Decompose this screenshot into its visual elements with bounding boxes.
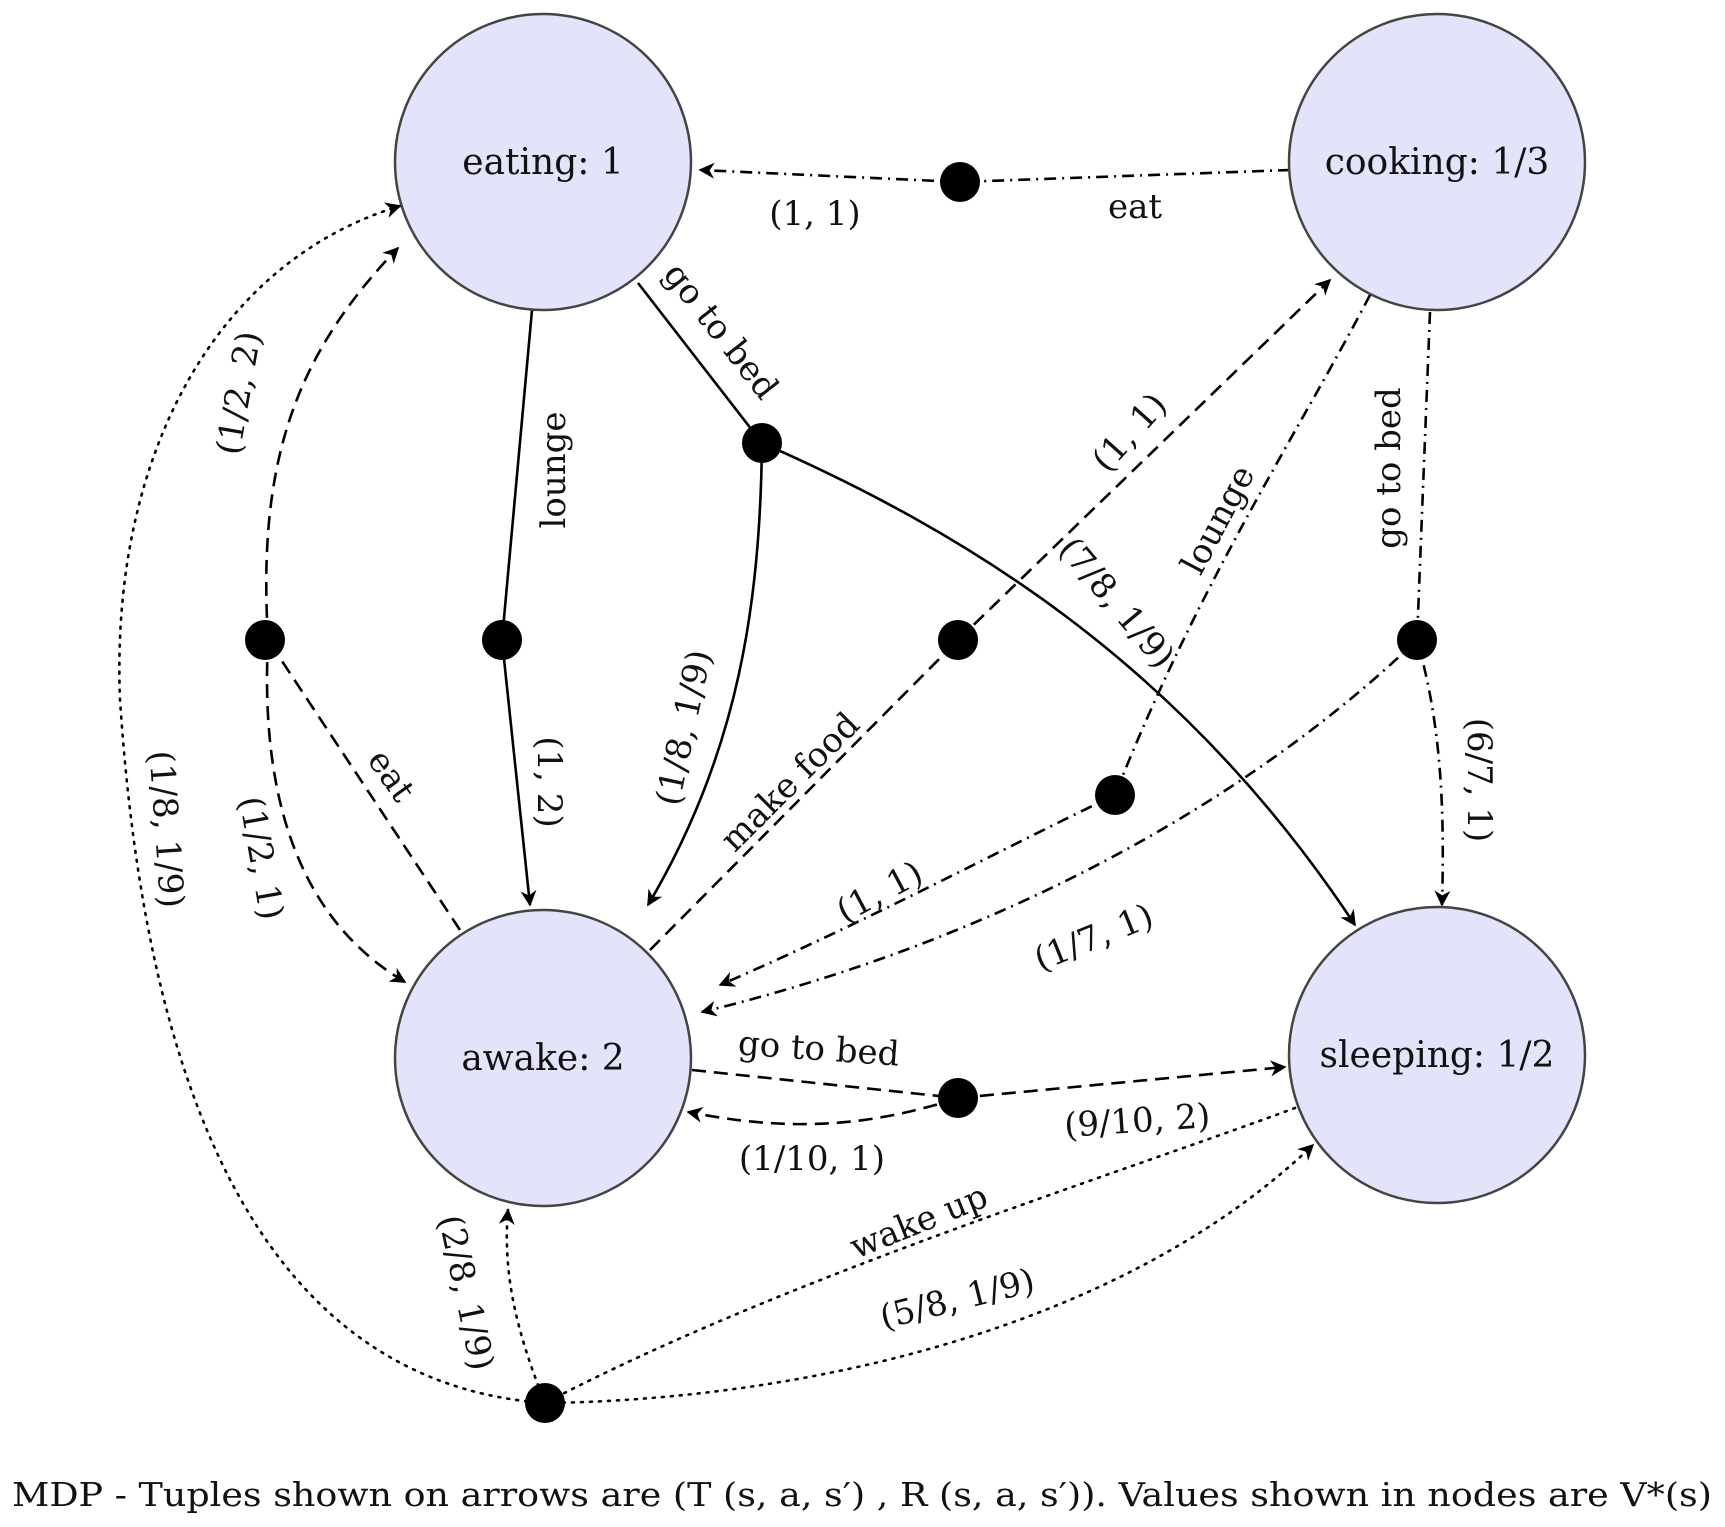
tuple-sleeping-wake-to-eating: (1/8, 1/9) [141,749,192,909]
tuple-cooking-eat-to-eating: (1, 1) [769,194,860,234]
tuple-awake-bed-to-sleeping: (9/10, 2) [1063,1096,1212,1146]
edge-awake-make-food [649,278,1332,951]
action-label-awake-make-food: make food [713,705,868,860]
edge-eating-lounge [500,309,537,907]
state-eating-label: eating: 1 [462,142,623,183]
tuple-sleeping-wake-to-sleeping: (5/8, 1/9) [876,1261,1039,1338]
action-label-eating-lounge: lounge [534,411,574,528]
state-cooking: cooking: 1/3 [1287,12,1587,312]
edge-cooking-go-to-bed [700,311,1451,1017]
action-dot-cooking-go-to-bed [1397,620,1437,660]
action-dot-sleeping-wake-up [525,1383,565,1423]
state-awake: awake: 2 [393,908,693,1208]
action-label-awake-go-to-bed: go to bed [737,1023,901,1074]
edge-eating-go-to-bed [636,282,1357,927]
action-dot-cooking-lounge [1095,775,1135,815]
tuple-eating-bed-to-awake: (1/8, 1/9) [648,646,720,808]
action-label-cooking-lounge: lounge [1173,459,1263,581]
tuple-eating-bed-to-sleeping: (7/8, 1/9) [1050,530,1182,676]
edge-cooking-eat [698,162,1291,184]
edge-awake-eat [265,246,462,984]
action-dot-eating-lounge [482,620,522,660]
tuple-awake-eat-to-eating: (1/2, 2) [209,328,270,458]
edge-sleeping-wake-up [118,202,1315,1405]
tuple-awake-eat-to-awake: (1/2, 1) [230,793,291,923]
edge-awake-go-to-bed [686,1060,1287,1126]
action-dot-awake-make-food [938,620,978,660]
action-dot-cooking-eat [940,162,980,202]
edge-cooking-lounge [718,294,1372,987]
action-label-cooking-go-to-bed: go to bed [1369,387,1409,549]
state-awake-label: awake: 2 [461,1038,624,1079]
action-label-cooking-eat: eat [1108,187,1162,227]
state-eating: eating: 1 [393,12,693,312]
state-sleeping-label: sleeping: 1/2 [1320,1035,1555,1076]
tuple-eating-lounge-to-awake: (1, 2) [529,736,569,827]
tuple-cooking-lounge-to-awake: (1, 1) [830,853,929,931]
tuple-sleeping-wake-to-awake: (2/8, 1/9) [430,1211,502,1373]
tuple-cooking-bed-to-awake: (1/7, 1) [1029,896,1159,980]
tuple-awake-bed-to-awake: (1/10, 1) [739,1139,885,1179]
action-dot-awake-go-to-bed [938,1078,978,1118]
diagram-caption: MDP - Tuples shown on arrows are (T (s, … [12,1475,1712,1514]
state-cooking-label: cooking: 1/3 [1325,142,1550,183]
tuple-awake-food-to-cooking: (1, 1) [1084,385,1175,480]
action-label-awake-eat: eat [359,742,423,809]
action-dot-awake-eat [245,620,285,660]
tuple-cooking-bed-to-sleeping: (6/7, 1) [1459,718,1499,843]
action-dot-eating-go-to-bed [742,423,782,463]
action-label-sleeping-wake-up: wake up [844,1176,993,1267]
state-sleeping: sleeping: 1/2 [1287,905,1587,1205]
